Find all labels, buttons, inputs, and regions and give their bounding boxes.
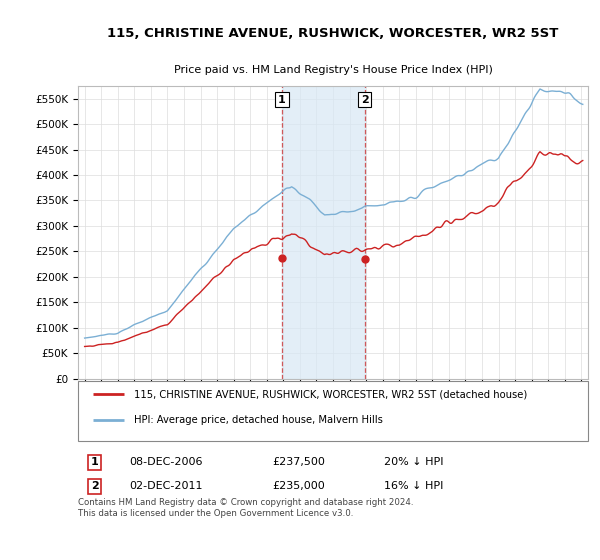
Text: 08-DEC-2006: 08-DEC-2006	[129, 458, 203, 468]
Text: £235,000: £235,000	[272, 481, 325, 491]
Text: 115, CHRISTINE AVENUE, RUSHWICK, WORCESTER, WR2 5ST (detached house): 115, CHRISTINE AVENUE, RUSHWICK, WORCEST…	[134, 389, 527, 399]
Text: 115, CHRISTINE AVENUE, RUSHWICK, WORCESTER, WR2 5ST: 115, CHRISTINE AVENUE, RUSHWICK, WORCEST…	[107, 27, 559, 40]
Text: £237,500: £237,500	[272, 458, 325, 468]
Text: HPI: Average price, detached house, Malvern Hills: HPI: Average price, detached house, Malv…	[134, 416, 383, 426]
Text: Price paid vs. HM Land Registry's House Price Index (HPI): Price paid vs. HM Land Registry's House …	[173, 65, 493, 75]
FancyBboxPatch shape	[78, 381, 588, 441]
Text: 02-DEC-2011: 02-DEC-2011	[129, 481, 203, 491]
Text: Contains HM Land Registry data © Crown copyright and database right 2024.
This d: Contains HM Land Registry data © Crown c…	[78, 498, 413, 517]
Text: 2: 2	[91, 481, 98, 491]
Text: 1: 1	[91, 458, 98, 468]
Bar	[282, 86, 365, 379]
Text: 2: 2	[361, 95, 368, 105]
Text: 20% ↓ HPI: 20% ↓ HPI	[384, 458, 443, 468]
Text: 16% ↓ HPI: 16% ↓ HPI	[384, 481, 443, 491]
Text: 1: 1	[278, 95, 286, 105]
